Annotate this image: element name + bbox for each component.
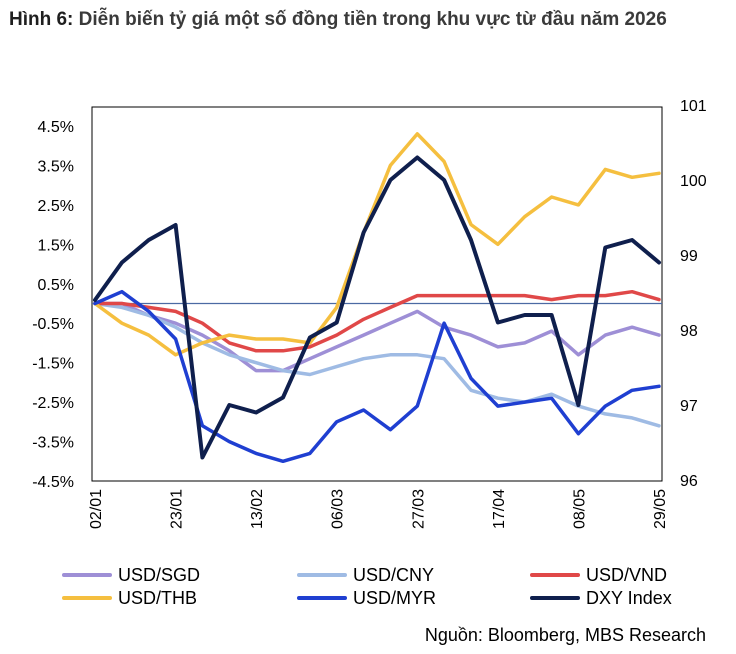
y-right-tick-label: 96 bbox=[680, 473, 698, 490]
y-left-tick-label: -3.5% bbox=[32, 435, 74, 452]
legend-swatch bbox=[530, 596, 580, 600]
legend-label: DXY Index bbox=[586, 588, 672, 608]
figure-title-text: Diễn biến tỷ giá một số đồng tiền trong … bbox=[78, 9, 667, 30]
legend-swatch bbox=[530, 573, 580, 577]
y-left-tick-label: -1.5% bbox=[32, 356, 74, 373]
series-line-dxy-index bbox=[93, 155, 661, 460]
y-left-tick-label: -2.5% bbox=[32, 395, 74, 412]
figure-title: Hình 6: Diễn biến tỷ giá một số đồng tiề… bbox=[9, 8, 724, 31]
legend-label: USD/THB bbox=[118, 588, 198, 608]
source-note: Nguồn: Bloomberg, MBS Research bbox=[424, 625, 706, 645]
y-right-tick-label: 97 bbox=[680, 398, 698, 415]
x-axis: 02/01 23/01 13/02 06/03 27/03 17/04 08/05 29/05 bbox=[88, 489, 669, 529]
series-line-usd-myr bbox=[93, 289, 661, 464]
x-tick-label: 13/02 bbox=[249, 489, 266, 529]
y-left-tick-label: -4.5% bbox=[32, 474, 74, 491]
y-left-tick-label: 2.5% bbox=[38, 198, 74, 215]
legend-label: USD/CNY bbox=[353, 565, 435, 585]
x-tick-label: 02/01 bbox=[88, 489, 105, 529]
x-tick-label: 08/05 bbox=[571, 489, 588, 529]
y-right-tick-label: 101 bbox=[680, 98, 707, 115]
x-tick-label: 06/03 bbox=[330, 489, 347, 529]
y-left-tick-label: 1.5% bbox=[38, 237, 74, 254]
legend-swatch bbox=[62, 573, 112, 577]
x-tick-label: 27/03 bbox=[410, 489, 427, 529]
series-line-usd-cny bbox=[93, 301, 661, 428]
legend-swatch bbox=[62, 596, 112, 600]
x-tick-label: 23/01 bbox=[169, 489, 186, 529]
legend-swatch bbox=[297, 596, 347, 600]
y-left-tick-label: 4.5% bbox=[38, 119, 74, 136]
figure-prefix: Hình 6: bbox=[9, 9, 74, 30]
y-left-tick-label: 3.5% bbox=[38, 158, 74, 175]
chart: 4.5% 3.5% 2.5% 1.5% 0.5% -0.5% -1.5% -2.5% -3.5%… bbox=[32, 98, 707, 529]
legend-label: USD/MYR bbox=[353, 588, 437, 608]
y-right-tick-label: 98 bbox=[680, 323, 698, 340]
y-axis-right: 101 100 99 98 97 96 bbox=[680, 98, 707, 490]
y-left-tick-label: 0.5% bbox=[38, 277, 74, 294]
legend-label: USD/VND bbox=[586, 565, 668, 585]
y-axis-left: 4.5% 3.5% 2.5% 1.5% 0.5% -0.5% -1.5% -2.5% -3.5%… bbox=[32, 119, 74, 491]
x-tick-label: 17/04 bbox=[491, 489, 508, 529]
y-right-tick-label: 100 bbox=[680, 173, 707, 190]
plot-area bbox=[91, 106, 663, 482]
series-line-usd-vnd bbox=[93, 289, 661, 353]
x-tick-label: 29/05 bbox=[652, 489, 669, 529]
legend-swatch bbox=[297, 573, 347, 577]
legend-label: USD/SGD bbox=[118, 565, 201, 585]
series-layer bbox=[93, 132, 661, 464]
y-left-tick-label: -0.5% bbox=[32, 316, 74, 333]
y-right-tick-label: 99 bbox=[680, 248, 698, 265]
